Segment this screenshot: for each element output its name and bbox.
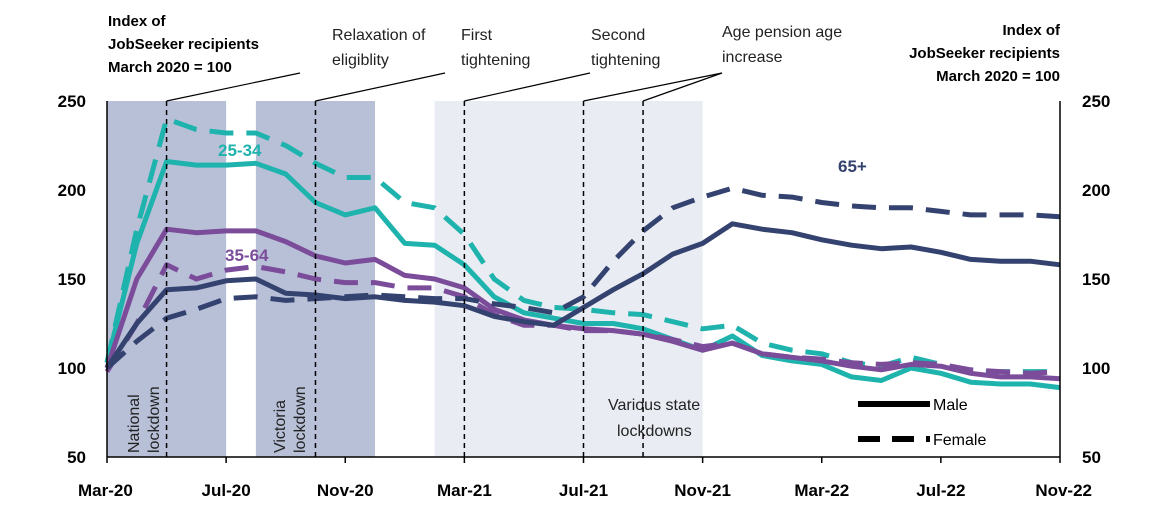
x-tick-label: Jul-22 — [916, 481, 965, 500]
series-labels: 25-34 35-64 65+ — [218, 141, 867, 265]
shade-label-national: National lockdown — [126, 386, 163, 453]
event-label: Second — [591, 27, 645, 44]
y-tick-label-right: 100 — [1082, 359, 1110, 378]
legend-label-male: Male — [933, 397, 968, 414]
y-tick-label-left: 100 — [58, 359, 86, 378]
tick-labels: 50 50 100 100 150 150 200 200 250 250 Mar-20 Jul-20… — [58, 92, 1111, 500]
series-label-65+: 65+ — [838, 157, 867, 176]
event-leader-3 — [464, 72, 591, 102]
y-tick-label-right: 200 — [1082, 181, 1110, 200]
event-label: Relaxation of — [332, 27, 426, 44]
shade-label-line: lockdown — [146, 386, 163, 453]
y-tick-label-left: 150 — [58, 270, 86, 289]
y-tick-label-left: 50 — [67, 448, 86, 467]
series-label-25-34: 25-34 — [218, 141, 262, 160]
shade-label-line: National — [126, 394, 143, 453]
series-line-35-64-female — [104, 262, 1061, 376]
y-tick-label-left: 200 — [58, 181, 86, 200]
shade-label-line: Victoria — [272, 400, 289, 453]
y-axis-title-line: March 2020 = 100 — [108, 59, 232, 76]
y-axis-title-line: Index of — [1002, 22, 1061, 39]
event-label: tightening — [591, 52, 660, 69]
event-leader-1 — [166, 72, 301, 102]
event-label: increase — [722, 49, 783, 66]
x-tick-label: Nov-21 — [674, 481, 731, 500]
y-tick-label-right: 250 — [1082, 92, 1110, 111]
shade-label-various: lockdowns — [617, 423, 692, 440]
y-tick-label-right: 150 — [1082, 270, 1110, 289]
y-tick-label-left: 250 — [58, 92, 86, 111]
event-leader-5 — [642, 72, 723, 102]
legend-label-female: Female — [933, 432, 986, 449]
x-tick-label: Mar-21 — [437, 481, 492, 500]
event-label: tightening — [461, 52, 530, 69]
x-tick-label: Nov-20 — [317, 481, 374, 500]
shade-label-various: Various state — [608, 397, 700, 414]
y-axis-title-left: Index of JobSeeker recipients March 2020 =… — [108, 13, 259, 76]
event-label: Age pension age — [722, 24, 842, 41]
x-tick-label: Mar-22 — [794, 481, 849, 500]
series-line-65+-female — [105, 185, 1061, 370]
y-axis-title-line: JobSeeker recipients — [108, 36, 259, 53]
shade-label-victoria: Victoria lockdown — [272, 386, 309, 453]
x-tick-label: Jul-20 — [202, 481, 251, 500]
event-label: eligiblity — [332, 52, 389, 69]
y-axis-title-line: JobSeeker recipients — [909, 45, 1060, 62]
event-leader-2 — [315, 72, 446, 102]
legend: Male Female — [858, 397, 986, 449]
series-line-25-34-male — [104, 159, 1061, 391]
series-label-35-64: 35-64 — [225, 246, 269, 265]
event-label: First — [461, 27, 493, 44]
shade-label-line: lockdown — [292, 386, 309, 453]
y-axis-title-right: Index of JobSeeker recipients March 2020 =… — [909, 22, 1061, 85]
event-markers: Relaxation of eligiblity First tightening Se… — [165, 24, 842, 457]
x-tick-label: Mar-20 — [78, 481, 133, 500]
y-axis-title-line: Index of — [108, 13, 167, 30]
series-line-25-34-female — [104, 116, 1060, 375]
x-tick-label: Nov-22 — [1035, 481, 1092, 500]
y-axis-title-line: March 2020 = 100 — [936, 68, 1060, 85]
y-tick-label-right: 50 — [1082, 448, 1101, 467]
series-line-65+-male — [104, 221, 1061, 370]
x-tick-label: Jul-21 — [559, 481, 608, 500]
event-leader-4 — [583, 72, 723, 102]
